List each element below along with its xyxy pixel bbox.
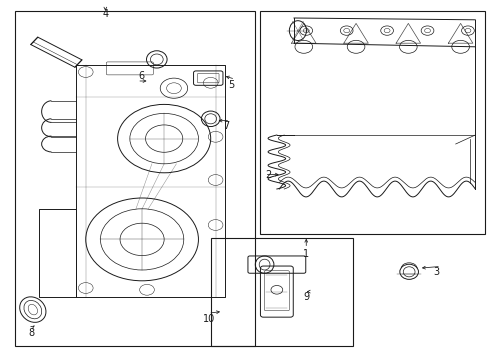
Text: 2: 2	[266, 170, 272, 180]
Text: 4: 4	[102, 9, 108, 19]
Text: 5: 5	[228, 80, 234, 90]
Text: 7: 7	[223, 121, 229, 131]
Text: 10: 10	[203, 314, 216, 324]
Bar	[260, 11, 485, 234]
Bar	[211, 238, 353, 346]
Text: 6: 6	[138, 71, 145, 81]
Text: 3: 3	[434, 267, 440, 277]
Text: 9: 9	[304, 292, 310, 302]
Bar	[15, 11, 255, 346]
Text: 1: 1	[303, 249, 309, 259]
Text: 8: 8	[29, 328, 35, 338]
